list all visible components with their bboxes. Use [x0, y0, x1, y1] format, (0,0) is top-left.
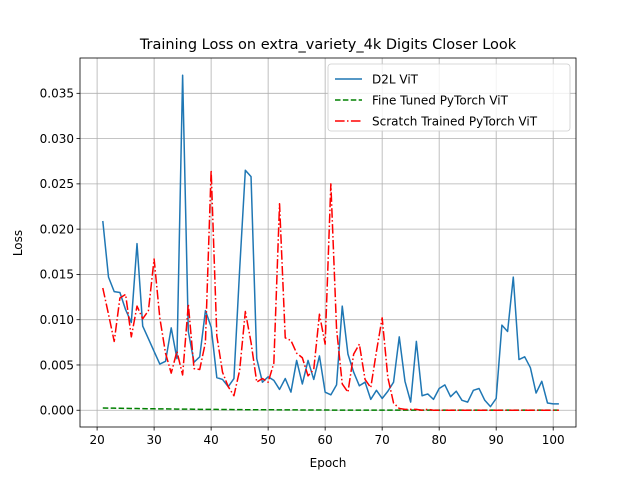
x-tick-label: 40	[203, 433, 218, 447]
chart-title: Training Loss on extra_variety_4k Digits…	[139, 37, 517, 53]
x-tick-label: 20	[89, 433, 104, 447]
y-tick-label: 0.035	[40, 87, 74, 101]
x-tick-label: 90	[489, 433, 504, 447]
legend-label-3: Scratch Trained PyTorch ViT	[372, 114, 538, 128]
x-tick-label: 60	[318, 433, 333, 447]
series-line-3	[102, 169, 559, 411]
series-layer	[102, 74, 559, 411]
legend-label-2: Fine Tuned PyTorch ViT	[372, 93, 509, 107]
x-axis-ticks: 20 30 40 50 60 70 80 90 100	[89, 427, 565, 447]
legend-box	[327, 63, 571, 132]
y-tick-label: 0.025	[40, 177, 74, 191]
y-tick-label: 0.000	[40, 404, 74, 418]
y-axis-label: Loss	[11, 230, 25, 256]
legend-label-1: D2L ViT	[372, 72, 419, 86]
legend: D2L ViT Fine Tuned PyTorch ViT Scratch Tra…	[327, 63, 571, 132]
series-line-1	[102, 74, 559, 408]
y-tick-label: 0.020	[40, 222, 74, 236]
x-tick-label: 70	[375, 433, 390, 447]
y-tick-label: 0.010	[40, 313, 74, 327]
x-tick-label: 50	[260, 433, 275, 447]
y-tick-label: 0.030	[40, 132, 74, 146]
y-axis-ticks: 0.000 0.005 0.010 0.015 0.020 0.025 0.030 0.035	[40, 87, 80, 418]
x-tick-label: 100	[542, 433, 565, 447]
plot-frame	[79, 57, 577, 428]
x-tick-label: 80	[432, 433, 447, 447]
y-tick-label: 0.005	[40, 358, 74, 372]
x-axis-label: Epoch	[310, 456, 347, 470]
y-tick-label: 0.015	[40, 268, 74, 282]
x-tick-label: 30	[146, 433, 161, 447]
